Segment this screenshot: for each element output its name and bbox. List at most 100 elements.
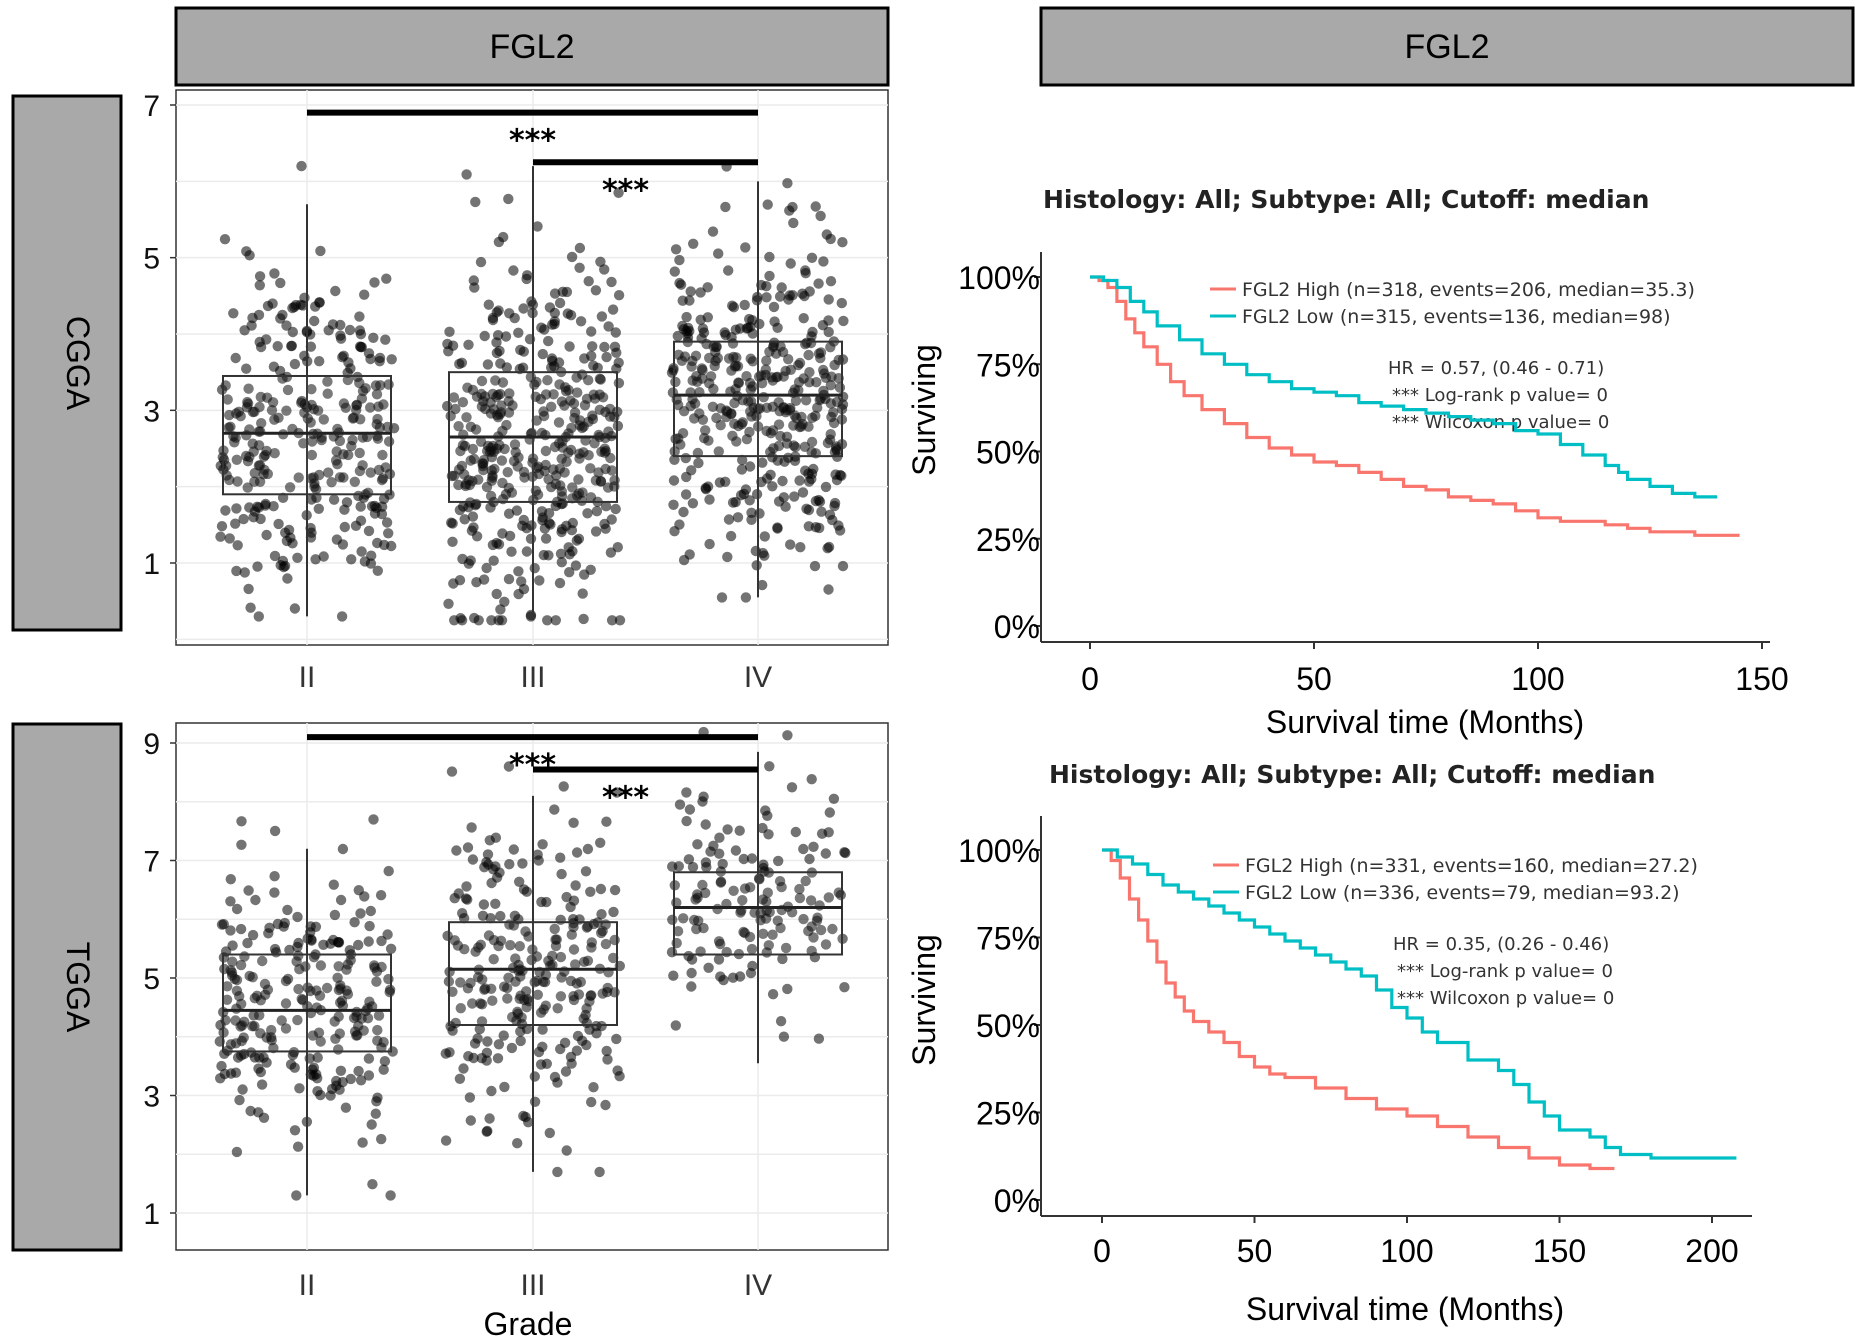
data-point [510,447,521,458]
data-point [231,565,242,577]
data-point [495,358,506,369]
data-point [244,451,255,463]
data-point [591,1028,602,1039]
data-point [503,508,515,519]
km-x-tick-label: 50 [1296,661,1332,697]
data-point [568,991,579,1002]
data-point [559,467,570,478]
data-point [273,412,284,423]
data-point [269,871,280,882]
data-point [280,1023,292,1034]
data-point [247,929,259,941]
data-point [238,513,249,525]
data-point [790,395,802,406]
data-point [827,923,838,935]
data-point [574,420,585,431]
data-point [550,615,561,626]
data-point [542,375,553,386]
data-point [517,362,529,373]
header-left: FGL2 [174,6,890,87]
km1-legend-low: FGL2 Low (n=315, events=136, median=98) [1242,306,1671,328]
data-point [333,961,344,972]
data-point [566,525,578,536]
data-point [825,398,836,409]
data-point [540,445,552,457]
data-point [768,340,779,351]
data-point [347,434,358,446]
data-point [813,278,824,289]
data-point [377,449,388,461]
data-point [824,807,835,818]
data-point [221,994,233,1005]
data-point [296,160,307,172]
data-point [498,1030,509,1041]
data-point [529,563,540,574]
data-point [478,396,489,407]
data-point [549,923,560,935]
data-point [345,955,356,966]
data-point [678,554,690,566]
data-point [479,330,490,342]
data-point [230,432,241,443]
data-point [254,336,265,348]
data-point [495,407,507,418]
data-point [729,361,741,372]
km-y-tick-label: 75% [976,347,1040,383]
data-point [461,881,472,892]
data-point [782,983,793,995]
data-point [350,520,362,531]
significance-label: *** [509,124,556,159]
data-point [713,446,724,457]
data-point [772,455,783,466]
km-x-tick-label: 150 [1735,661,1788,697]
data-point [376,474,388,486]
data-point [478,899,490,910]
data-point [785,364,796,375]
data-point [594,1166,605,1178]
data-point [586,990,597,1001]
data-point [596,311,608,322]
data-point [697,414,709,425]
data-point [385,943,397,954]
km-y-tick-label: 50% [976,435,1040,471]
data-point [678,406,690,417]
data-point [534,575,545,586]
data-point [772,322,783,333]
x-tick-label: III [520,661,545,694]
data-point [336,611,348,622]
data-point [761,896,772,907]
data-point [491,588,502,600]
data-point [546,362,557,373]
data-point [698,922,709,934]
data-point [254,271,266,282]
data-point [572,387,583,398]
data-point [543,517,555,529]
data-point [257,955,268,967]
data-point [289,358,301,370]
data-point [574,448,585,459]
km-x-tick-label: 50 [1237,1233,1273,1269]
data-point [344,945,355,956]
data-point [543,335,554,347]
data-point [686,981,697,992]
data-point [670,244,682,255]
data-point [544,1127,555,1139]
data-point [535,1007,547,1018]
km2-legend-low: FGL2 Low (n=336, events=79, median=93.2) [1245,882,1680,904]
data-point [225,421,236,432]
data-point [354,311,365,322]
data-point [250,894,261,906]
data-point [602,982,613,994]
data-point [487,312,499,324]
data-point [449,470,460,481]
data-point [692,889,703,900]
data-point [798,373,809,384]
data-point [376,1042,387,1053]
data-point [600,938,612,950]
data-point [269,887,280,898]
data-point [328,879,339,890]
data-point [342,989,354,1000]
data-point [583,276,594,287]
data-point [281,320,292,331]
